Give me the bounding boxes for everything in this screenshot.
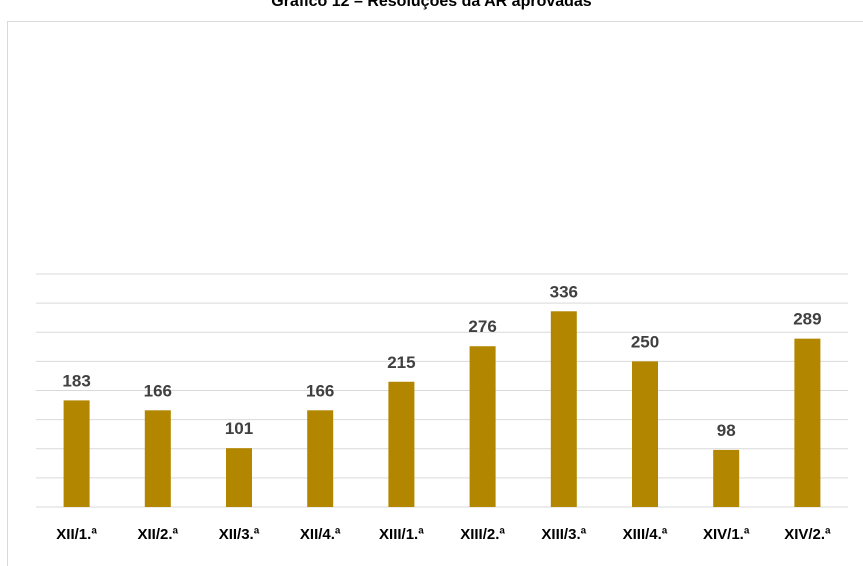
bar-6 bbox=[550, 311, 577, 507]
bar-7 bbox=[632, 361, 658, 507]
bars bbox=[63, 311, 821, 507]
gridlines bbox=[36, 273, 848, 508]
data-label-1: 166 bbox=[144, 381, 172, 400]
x-tick-label-2: XII/3.ª bbox=[219, 526, 260, 543]
data-label-3: 166 bbox=[306, 381, 334, 400]
data-label-9: 289 bbox=[793, 310, 821, 329]
data-label-5: 276 bbox=[468, 317, 496, 336]
chart-title: Gráfico 12 – Resoluções da AR aprovadas bbox=[271, 0, 592, 10]
bar-3 bbox=[307, 410, 334, 507]
x-tick-label-6: XIII/3.ª bbox=[541, 526, 586, 543]
data-label-0: 183 bbox=[62, 371, 90, 390]
bar-5 bbox=[469, 346, 496, 507]
data-label-4: 215 bbox=[387, 353, 415, 372]
x-tick-label-1: XII/2.ª bbox=[138, 526, 179, 543]
data-labels: 183 166 101 166 215 276 336 250 98 289 bbox=[62, 282, 821, 440]
x-tick-label-5: XIII/2.ª bbox=[460, 526, 505, 543]
data-label-8: 98 bbox=[717, 421, 736, 440]
bar-8 bbox=[713, 449, 740, 507]
bar-0 bbox=[63, 400, 90, 507]
bar-2 bbox=[226, 448, 252, 507]
bar-1 bbox=[144, 410, 171, 507]
x-tick-label-8: XIV/1.ª bbox=[703, 526, 750, 543]
x-tick-label-9: XIV/2.ª bbox=[784, 526, 831, 543]
bar-9 bbox=[794, 338, 821, 507]
x-tick-label-7: XIII/4.ª bbox=[623, 526, 668, 543]
x-tick-label-3: XII/4.ª bbox=[300, 526, 341, 543]
data-label-2: 101 bbox=[225, 419, 253, 438]
x-tick-label-0: XII/1.ª bbox=[56, 526, 97, 543]
x-tick-label-4: XIII/1.ª bbox=[379, 526, 424, 543]
chart-frame bbox=[7, 21, 863, 566]
x-axis-tick-labels: XII/1.ª XII/2.ª XII/3.ª XII/4.ª XIII/1.ª XIII… bbox=[56, 526, 831, 543]
data-label-7: 250 bbox=[631, 332, 659, 351]
data-label-6: 336 bbox=[550, 282, 578, 301]
bar-4 bbox=[388, 381, 415, 507]
